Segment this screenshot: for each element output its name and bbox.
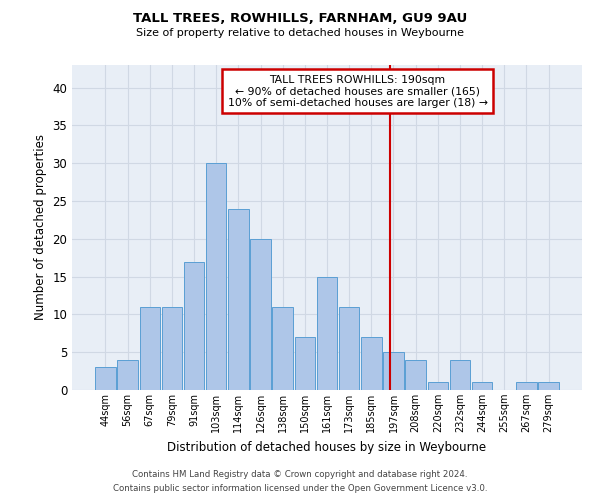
Text: Contains public sector information licensed under the Open Government Licence v3: Contains public sector information licen… — [113, 484, 487, 493]
Bar — [206, 164, 226, 390]
X-axis label: Distribution of detached houses by size in Weybourne: Distribution of detached houses by size … — [167, 440, 487, 454]
Bar — [428, 382, 448, 390]
Bar — [472, 382, 493, 390]
Bar — [118, 360, 138, 390]
Bar — [140, 307, 160, 390]
Bar — [516, 382, 536, 390]
Bar — [383, 352, 404, 390]
Y-axis label: Number of detached properties: Number of detached properties — [34, 134, 47, 320]
Bar — [250, 239, 271, 390]
Bar — [95, 368, 116, 390]
Bar — [406, 360, 426, 390]
Bar — [295, 337, 315, 390]
Text: TALL TREES ROWHILLS: 190sqm
← 90% of detached houses are smaller (165)
10% of se: TALL TREES ROWHILLS: 190sqm ← 90% of det… — [227, 74, 488, 108]
Bar — [538, 382, 559, 390]
Text: Contains HM Land Registry data © Crown copyright and database right 2024.: Contains HM Land Registry data © Crown c… — [132, 470, 468, 479]
Bar — [228, 208, 248, 390]
Bar — [339, 307, 359, 390]
Text: Size of property relative to detached houses in Weybourne: Size of property relative to detached ho… — [136, 28, 464, 38]
Bar — [161, 307, 182, 390]
Bar — [272, 307, 293, 390]
Bar — [361, 337, 382, 390]
Bar — [317, 276, 337, 390]
Bar — [450, 360, 470, 390]
Bar — [184, 262, 204, 390]
Text: TALL TREES, ROWHILLS, FARNHAM, GU9 9AU: TALL TREES, ROWHILLS, FARNHAM, GU9 9AU — [133, 12, 467, 26]
